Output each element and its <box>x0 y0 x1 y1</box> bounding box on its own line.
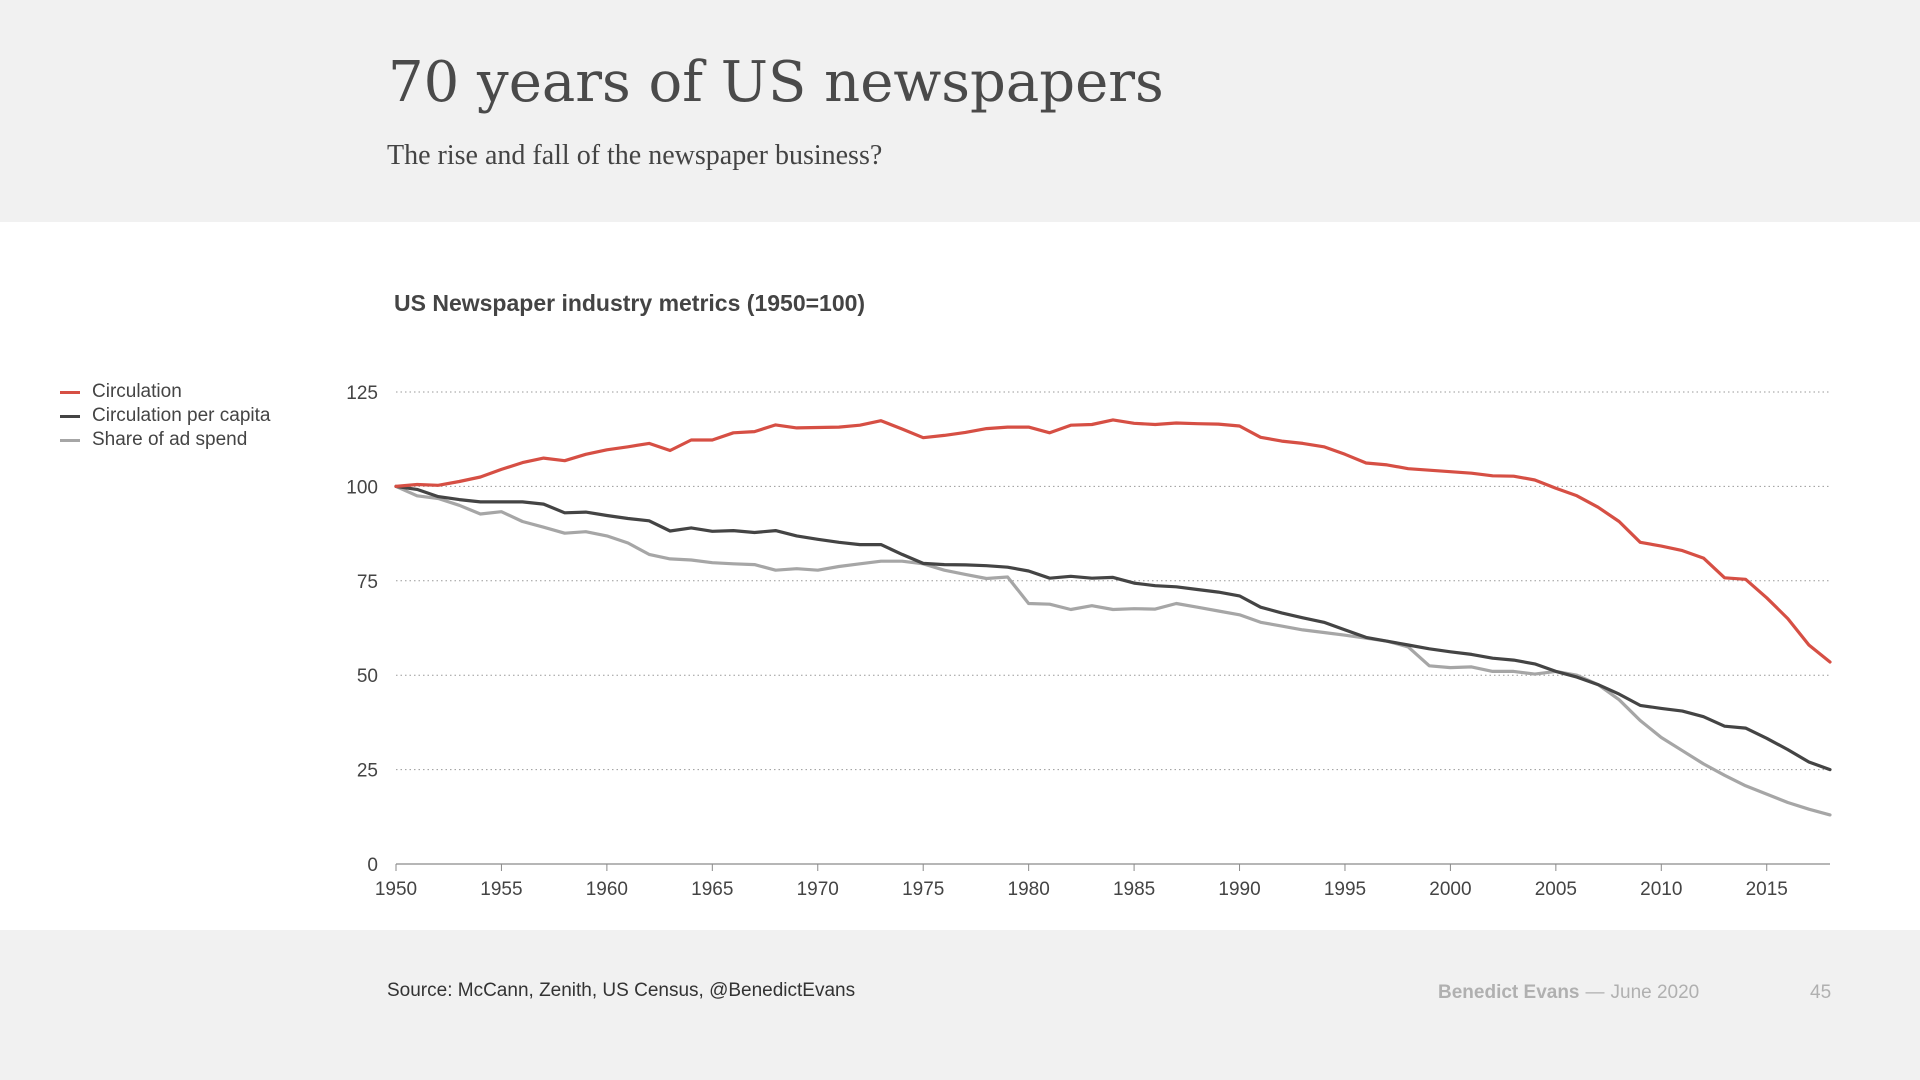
legend-label-circulation: Circulation <box>92 381 182 402</box>
x-tick-label: 1985 <box>1113 879 1155 900</box>
legend-item-share-of-ad-spend: Share of ad spend <box>60 428 270 452</box>
x-tick-label: 1980 <box>1008 879 1050 900</box>
x-tick-label: 1995 <box>1324 879 1366 900</box>
footer-brand: Benedict Evans — June 2020 <box>1438 982 1699 1004</box>
y-tick-label: 75 <box>357 572 378 593</box>
legend-item-circulation: Circulation <box>60 380 270 404</box>
x-tick-label: 1955 <box>480 879 522 900</box>
page-subtitle: The rise and fall of the newspaper busin… <box>387 140 883 171</box>
y-tick-label: 50 <box>357 666 378 687</box>
x-axis-ticks: 1950 1955 1960 1965 1970 1975 1980 1985 1990 1995… <box>375 864 1788 900</box>
source-note: Source: McCann, Zenith, US Census, @Bene… <box>387 980 856 1001</box>
x-tick-label: 1950 <box>375 879 417 900</box>
chart-grid <box>396 391 1830 865</box>
brand-separator: — <box>1585 982 1605 1003</box>
y-tick-label: 25 <box>357 761 378 782</box>
x-tick-label: 1975 <box>902 879 944 900</box>
chart-area <box>0 222 1920 930</box>
y-axis-ticks: 0 25 50 75 100 125 <box>346 383 378 876</box>
chart-legend: Circulation Circulation per capita Share… <box>60 380 270 452</box>
legend-swatch-circulation-per-capita <box>60 414 80 418</box>
y-tick-label: 125 <box>346 383 378 404</box>
footer-date: June 2020 <box>1610 982 1700 1003</box>
x-tick-label: 1990 <box>1218 879 1260 900</box>
x-tick-label: 1965 <box>691 879 733 900</box>
x-tick-label: 1960 <box>586 879 628 900</box>
series-line-circulation-per-capita <box>394 484 1832 772</box>
x-tick-label: 2000 <box>1429 879 1471 900</box>
x-tick-label: 1970 <box>797 879 839 900</box>
chart-series <box>394 418 1832 817</box>
legend-item-circulation-per-capita: Circulation per capita <box>60 404 270 428</box>
series-line-circulation <box>394 418 1832 664</box>
legend-swatch-circulation <box>60 390 80 394</box>
series-line-share-of-ad-spend <box>394 484 1832 817</box>
x-tick-label: 2015 <box>1746 879 1788 900</box>
x-tick-label: 2005 <box>1535 879 1577 900</box>
legend-label-share-of-ad-spend: Share of ad spend <box>92 429 248 450</box>
x-tick-label: 2010 <box>1640 879 1682 900</box>
header-band: 70 years of US newspapers The rise and f… <box>0 0 1920 222</box>
author-name: Benedict Evans <box>1438 982 1580 1003</box>
chart-title: US Newspaper industry metrics (1950=100) <box>394 290 866 316</box>
y-tick-label: 100 <box>346 477 378 498</box>
y-tick-label: 0 <box>367 855 378 876</box>
page-number: 45 <box>1810 982 1832 1003</box>
legend-swatch-share-of-ad-spend <box>60 438 80 442</box>
legend-label-circulation-per-capita: Circulation per capita <box>92 405 271 426</box>
page-title: 70 years of US newspapers <box>388 50 1164 115</box>
